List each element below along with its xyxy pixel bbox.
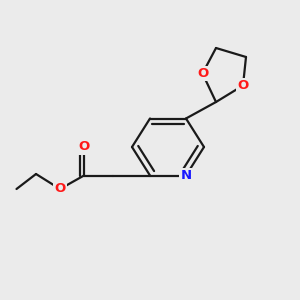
- Text: N: N: [180, 169, 192, 182]
- Text: O: O: [237, 79, 249, 92]
- Text: O: O: [78, 140, 90, 154]
- Text: O: O: [54, 182, 66, 196]
- Text: O: O: [197, 67, 208, 80]
